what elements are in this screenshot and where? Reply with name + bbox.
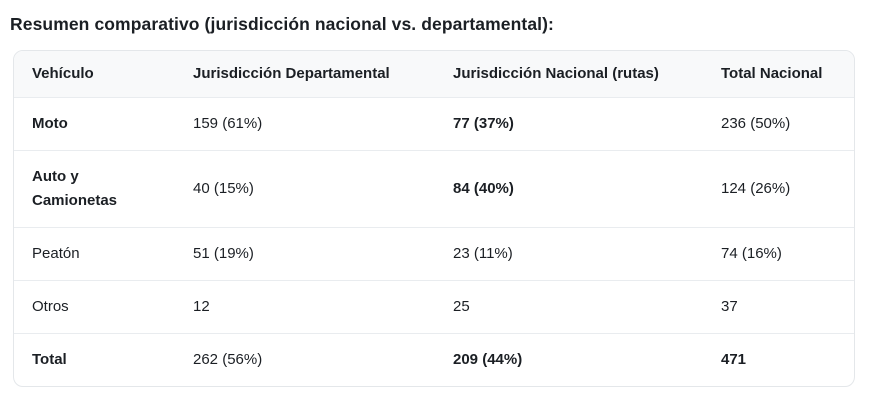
cell-peaton-jurisdiccion-nacional-rutas: 23 (11%) [435, 227, 703, 281]
column-header-jurisdiccion-nacional-rutas: Jurisdicción Nacional (rutas) [435, 51, 703, 98]
table-row-otros: Otros 12 25 37 [14, 280, 854, 334]
table-body: Moto 159 (61%) 77 (37%) 236 (50%) Auto y Cam… [14, 98, 854, 386]
cell-auto-y-camionetas-vehiculo: Auto y Camionetas [14, 150, 175, 228]
cell-auto-y-camionetas-jurisdiccion-nacional-rutas: 84 (40%) [435, 150, 703, 228]
cell-otros-vehiculo: Otros [14, 280, 175, 334]
table-row-auto-y-camionetas: Auto y Camionetas 40 (15%) 84 (40%) 124 (26… [14, 150, 854, 228]
cell-total-vehiculo: Total [14, 333, 175, 386]
summary-table-card: Vehículo Jurisdicción Departamental Jurisd… [13, 50, 855, 387]
cell-peaton-total-nacional: 74 (16%) [703, 227, 854, 281]
cell-peaton-jurisdiccion-departamental: 51 (19%) [175, 227, 435, 281]
column-header-jurisdiccion-departamental: Jurisdicción Departamental [175, 51, 435, 98]
cell-moto-vehiculo: Moto [32, 115, 68, 132]
table-header-row: Vehículo Jurisdicción Departamental Jurisd… [14, 51, 854, 98]
cell-auto-y-camionetas-total-nacional: 124 (26%) [703, 150, 854, 228]
cell-total-jurisdiccion-nacional-rutas: 209 (44%) [435, 333, 703, 386]
table-row-peaton: Peatón 51 (19%) 23 (11%) 74 (16%) [14, 227, 854, 281]
cell-moto-jurisdiccion-nacional-rutas: 77 (37%) [453, 115, 514, 132]
cell-moto-jurisdiccion-departamental: 159 (61%) [193, 115, 263, 132]
table-row-moto: Moto 159 (61%) 77 (37%) 236 (50%) [14, 98, 854, 151]
table-row-total: Total 262 (56%) 209 (44%) 471 [14, 333, 854, 386]
page-title: Resumen comparativo (jurisdicción nacion… [10, 14, 554, 34]
page: Resumen comparativo (jurisdicción nacion… [10, 12, 859, 387]
cell-total-jurisdiccion-departamental: 262 (56%) [175, 333, 435, 386]
cell-total-total-nacional: 471 [703, 333, 854, 386]
cell-peaton-vehiculo: Peatón [14, 227, 175, 281]
cell-otros-jurisdiccion-nacional-rutas: 25 [435, 280, 703, 334]
summary-table: Vehículo Jurisdicción Departamental Jurisd… [14, 51, 854, 386]
cell-auto-y-camionetas-jurisdiccion-departamental: 40 (15%) [175, 150, 435, 228]
cell-moto-total-nacional: 236 (50%) [721, 115, 791, 132]
cell-otros-jurisdiccion-departamental: 12 [175, 280, 435, 334]
cell-otros-total-nacional: 37 [703, 280, 854, 334]
column-header-total-nacional: Total Nacional [703, 51, 854, 98]
column-header-vehiculo: Vehículo [14, 51, 175, 98]
